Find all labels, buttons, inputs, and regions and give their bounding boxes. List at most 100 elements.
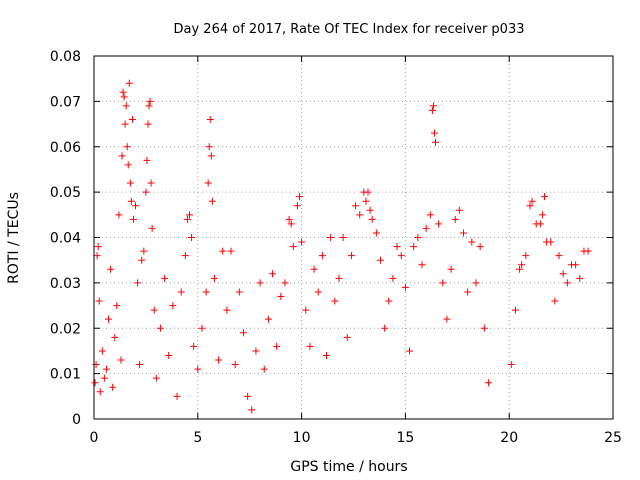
data-point [198,324,206,332]
data-point [93,252,101,260]
data-point [302,306,310,314]
data-point [127,197,135,205]
data-point [435,220,443,228]
y-tick-label: 0.06 [50,140,81,156]
data-point [584,247,592,255]
data-point [285,215,293,223]
data-point [124,161,132,169]
x-tick-label: 20 [500,430,518,446]
data-point [215,356,223,364]
grid-lines [94,56,613,419]
data-point [148,224,156,232]
data-point [145,102,153,110]
data-point [551,297,559,305]
data-point [129,215,137,223]
data-point [410,243,418,251]
data-point [406,347,414,355]
data-point [460,229,468,237]
data-point [518,261,526,269]
data-point [422,224,430,232]
x-tick-label: 5 [193,430,202,446]
data-point [432,138,440,146]
data-point [120,93,128,101]
data-point [244,392,252,400]
data-point [507,361,515,369]
data-point [362,197,370,205]
data-point [331,297,339,305]
data-point [173,392,181,400]
x-axis-ticks: 0 5 10 15 20 25 [90,56,622,446]
data-point [146,97,154,105]
data-point [94,243,102,251]
y-tick-label: 0.02 [50,321,81,337]
data-point [559,270,567,278]
data-point [100,374,108,382]
data-point [468,238,476,246]
data-point [248,406,256,414]
data-point [281,279,289,287]
data-point [156,324,164,332]
data-point [366,206,374,214]
data-point [138,256,146,264]
data-point [576,274,584,282]
y-tick-label: 0.08 [50,49,81,65]
data-point [364,188,372,196]
data-point [572,261,580,269]
data-point [235,288,243,296]
y-tick-label: 0.03 [50,276,81,292]
data-point [314,288,322,296]
data-point [472,279,480,287]
data-point [480,324,488,332]
data-point [428,106,436,114]
data-point [208,197,216,205]
data-point [161,274,169,282]
data-point [293,202,301,210]
data-point [122,102,130,110]
data-point [563,279,571,287]
data-point [296,193,304,201]
data-point [516,265,524,273]
data-point [183,215,191,223]
data-point [231,361,239,369]
data-point [381,324,389,332]
data-point [418,261,426,269]
data-point [121,120,129,128]
data-point [169,302,177,310]
data-point [134,279,142,287]
data-point [143,156,151,164]
data-point [204,179,212,187]
data-point [273,342,281,350]
x-tick-label: 15 [396,430,414,446]
data-point [522,252,530,260]
data-point [540,193,548,201]
data-point [352,202,360,210]
data-point [511,306,519,314]
data-point [96,388,104,396]
data-point [310,265,318,273]
data-point [252,347,260,355]
data-point [528,197,536,205]
data-point [269,270,277,278]
data-point [429,102,437,110]
data-point [205,143,213,151]
data-point [426,211,434,219]
data-point [140,247,148,255]
x-tick-label: 25 [604,430,622,446]
data-point [298,238,306,246]
data-point [117,356,125,364]
data-point [447,265,455,273]
data-point [95,297,103,305]
data-point [385,297,393,305]
data-point [123,143,131,151]
data-point [547,238,555,246]
data-point [264,315,272,323]
data-point [323,351,331,359]
data-point [526,202,534,210]
data-point [318,252,326,260]
data-point [277,292,285,300]
data-point [115,211,123,219]
data-point [343,333,351,341]
y-tick-label: 0.04 [50,231,81,247]
